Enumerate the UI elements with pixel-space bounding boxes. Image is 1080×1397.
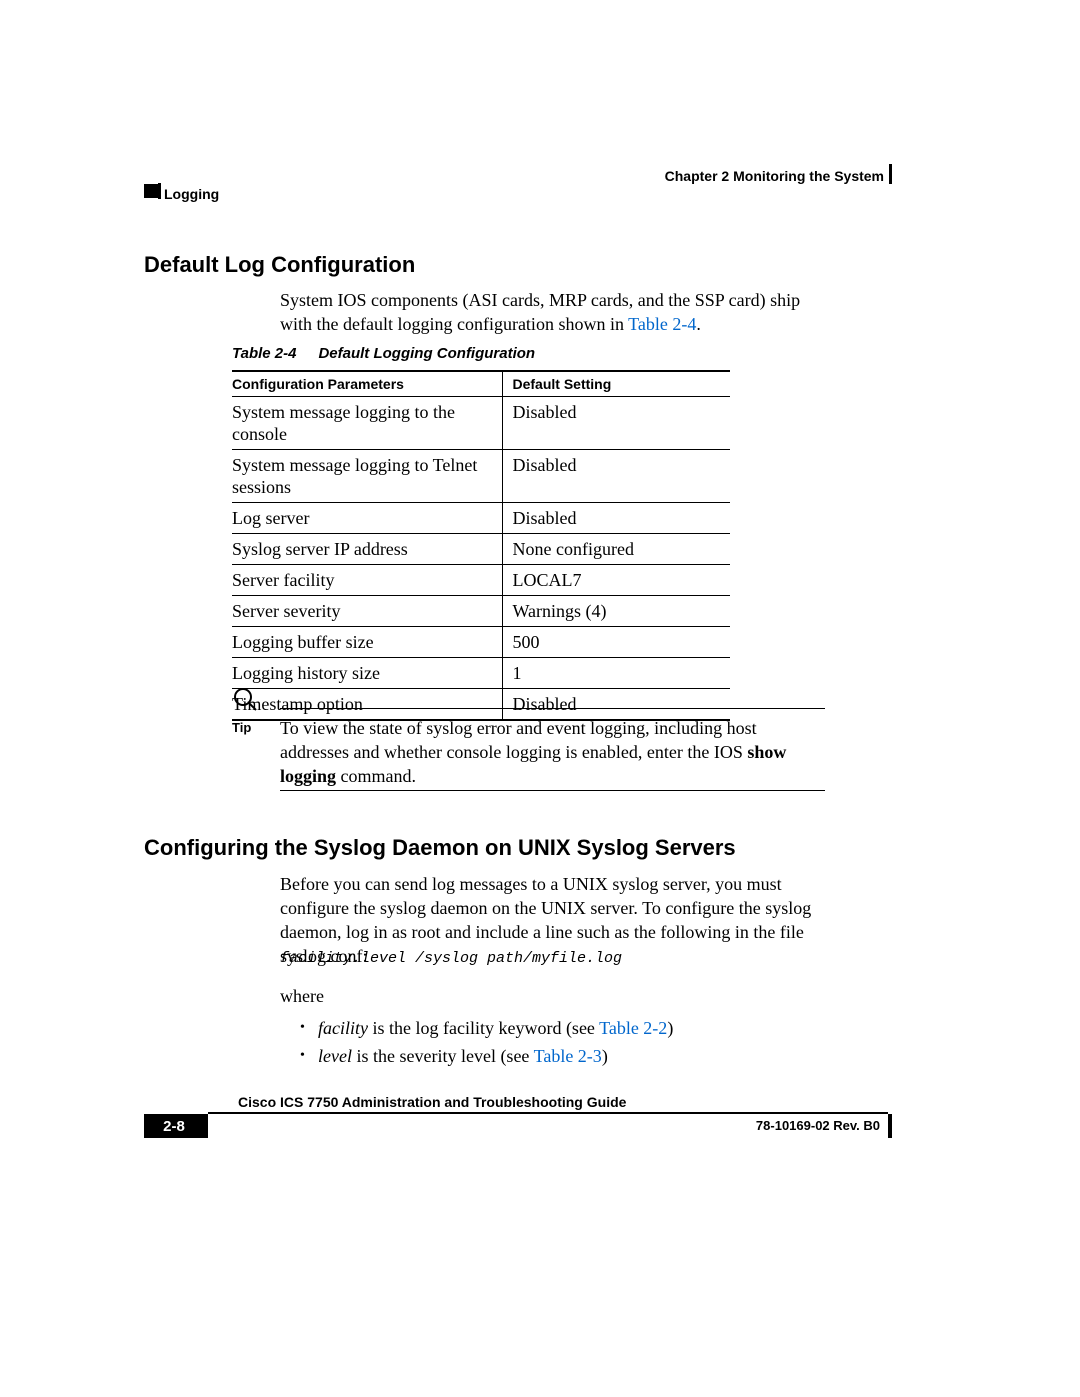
cell-value: LOCAL7 (502, 565, 730, 596)
cell-param: Logging history size (232, 658, 502, 689)
header-section: Logging (164, 186, 219, 202)
bullet-term: level (318, 1046, 352, 1066)
cell-value: 1 (502, 658, 730, 689)
bullet-dot: • (300, 1042, 318, 1070)
table-header-col2: Default Setting (502, 371, 730, 397)
tip-label: Tip (232, 720, 251, 735)
bullet-dot: • (300, 1014, 318, 1042)
tip-icon (232, 686, 258, 712)
intro-paragraph: System IOS components (ASI cards, MRP ca… (280, 288, 825, 336)
cell-value: Disabled (502, 450, 730, 503)
tip-rule-bottom (280, 790, 825, 791)
cell-value: None configured (502, 534, 730, 565)
table-2-4-link[interactable]: Table 2-4 (628, 314, 696, 334)
page: Chapter 2 Monitoring the System Logging … (0, 0, 1080, 1397)
default-logging-table: Configuration Parameters Default Setting… (232, 370, 730, 721)
header-bar-right (889, 164, 892, 184)
heading-default-log-config: Default Log Configuration (144, 252, 415, 278)
bullet-facility: • facility is the log facility keyword (… (300, 1014, 825, 1042)
table-header-col1: Configuration Parameters (232, 371, 502, 397)
table-caption-num: Table 2-4 (232, 345, 296, 362)
intro-text-post: . (696, 314, 701, 334)
footer-bar-right (888, 1114, 892, 1138)
header-bar-left (158, 183, 161, 199)
tip-rule-top (280, 708, 825, 709)
bullets: • facility is the log facility keyword (… (300, 1014, 825, 1070)
cell-param: System message logging to Telnet session… (232, 450, 502, 503)
table-row: System message logging to Telnet session… (232, 450, 730, 503)
heading-syslog-daemon: Configuring the Syslog Daemon on UNIX Sy… (144, 835, 736, 861)
cell-value: Warnings (4) (502, 596, 730, 627)
table-row: Syslog server IP addressNone configured (232, 534, 730, 565)
table-caption-title: Default Logging Configuration (318, 345, 535, 362)
footer-rule (208, 1112, 888, 1114)
table-caption: Table 2-4 Default Logging Configuration (232, 345, 535, 362)
table-row: System message logging to the consoleDis… (232, 397, 730, 450)
intro-text-pre: System IOS components (ASI cards, MRP ca… (280, 290, 800, 334)
bullet-term: facility (318, 1018, 368, 1038)
cell-value: 500 (502, 627, 730, 658)
cell-value: Disabled (502, 397, 730, 450)
footer-page-number: 2-8 (144, 1114, 204, 1138)
cell-param: Server severity (232, 596, 502, 627)
tip-text-pre: To view the state of syslog error and ev… (280, 718, 757, 762)
cell-param: Syslog server IP address (232, 534, 502, 565)
header-chapter: Chapter 2 Monitoring the System (665, 168, 884, 184)
table-row: Server severityWarnings (4) (232, 596, 730, 627)
bullet-text: is the severity level (see (352, 1046, 534, 1066)
table-2-3-link[interactable]: Table 2-3 (534, 1046, 602, 1066)
table-row: Logging buffer size500 (232, 627, 730, 658)
where-label: where (280, 986, 324, 1007)
footer-bar-left (204, 1114, 208, 1138)
table-row: Server facilityLOCAL7 (232, 565, 730, 596)
bullet-level: • level is the severity level (see Table… (300, 1042, 825, 1070)
bullet-text: is the log facility keyword (see (368, 1018, 599, 1038)
table-2-2-link[interactable]: Table 2-2 (599, 1018, 667, 1038)
cell-param: Server facility (232, 565, 502, 596)
cell-param: Log server (232, 503, 502, 534)
table-row: Logging history size1 (232, 658, 730, 689)
cell-param: Logging buffer size (232, 627, 502, 658)
syslog-code-example: facility.level /syslog path/myfile.log (280, 950, 622, 967)
cell-param: System message logging to the console (232, 397, 502, 450)
bullet-end: ) (667, 1018, 673, 1038)
header-square (144, 184, 158, 198)
bullet-end: ) (602, 1046, 608, 1066)
footer-revision: 78-10169-02 Rev. B0 (756, 1118, 880, 1133)
tip-body: To view the state of syslog error and ev… (280, 716, 825, 788)
cell-value: Disabled (502, 503, 730, 534)
footer-doc-title: Cisco ICS 7750 Administration and Troubl… (238, 1094, 626, 1110)
table-row: Log serverDisabled (232, 503, 730, 534)
tip-text-post: command. (336, 766, 416, 786)
